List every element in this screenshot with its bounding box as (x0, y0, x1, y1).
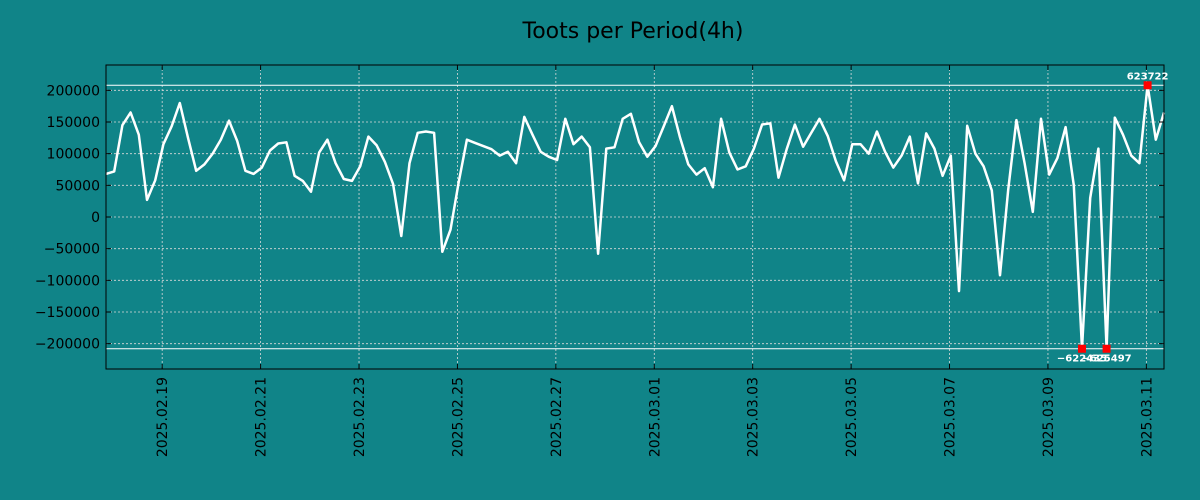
y-tick-label: 50000 (55, 178, 100, 194)
y-tick-label: 150000 (47, 115, 100, 131)
x-tick-label: 2025.03.05 (844, 377, 860, 457)
annotation-label: −625497 (1082, 354, 1132, 365)
y-tick-label: 100000 (47, 147, 100, 163)
extreme-marker (1143, 81, 1152, 90)
x-tick-label: 2025.03.01 (647, 377, 663, 457)
reference-lines (106, 84, 1164, 350)
y-tick-label: 0 (91, 210, 100, 226)
y-tick-label: −200000 (35, 337, 100, 353)
x-tick-label: 2025.02.19 (155, 377, 171, 457)
series-line-layer (105, 84, 1166, 350)
y-tick-label: −50000 (44, 242, 100, 258)
x-tick-label: 2025.02.25 (450, 377, 466, 457)
y-tick-label: 200000 (47, 83, 100, 99)
x-tick-label: 2025.03.03 (746, 377, 762, 457)
extreme-marker (1077, 344, 1086, 353)
marker-layer (1077, 81, 1152, 353)
x-tick-label: 2025.03.07 (943, 377, 959, 457)
annotation-label: −622435 (1057, 354, 1107, 365)
y-tick-label: −100000 (35, 273, 100, 289)
chart-title: Toots per Period(4h) (522, 19, 744, 44)
axes (105, 64, 1165, 370)
y-tick-label: −150000 (35, 305, 100, 321)
annotation-label: 623722 (1127, 71, 1169, 82)
x-tick-label: 2025.02.27 (549, 377, 565, 457)
x-tick-label: 2025.03.09 (1041, 377, 1057, 457)
tick-labels: 200000 150000 100000 50000 0 −50000 −100000 −15… (35, 83, 1156, 457)
series-line-toots (105, 84, 1166, 350)
x-tick-label: 2025.03.11 (1139, 377, 1155, 457)
x-tick-label: 2025.02.23 (352, 377, 368, 457)
extreme-marker (1102, 344, 1111, 353)
plot-frame (105, 64, 1165, 370)
grid (106, 65, 1164, 369)
annotations: 623722 −622435−625497 (1057, 71, 1169, 364)
x-tick-label: 2025.02.21 (254, 377, 270, 457)
